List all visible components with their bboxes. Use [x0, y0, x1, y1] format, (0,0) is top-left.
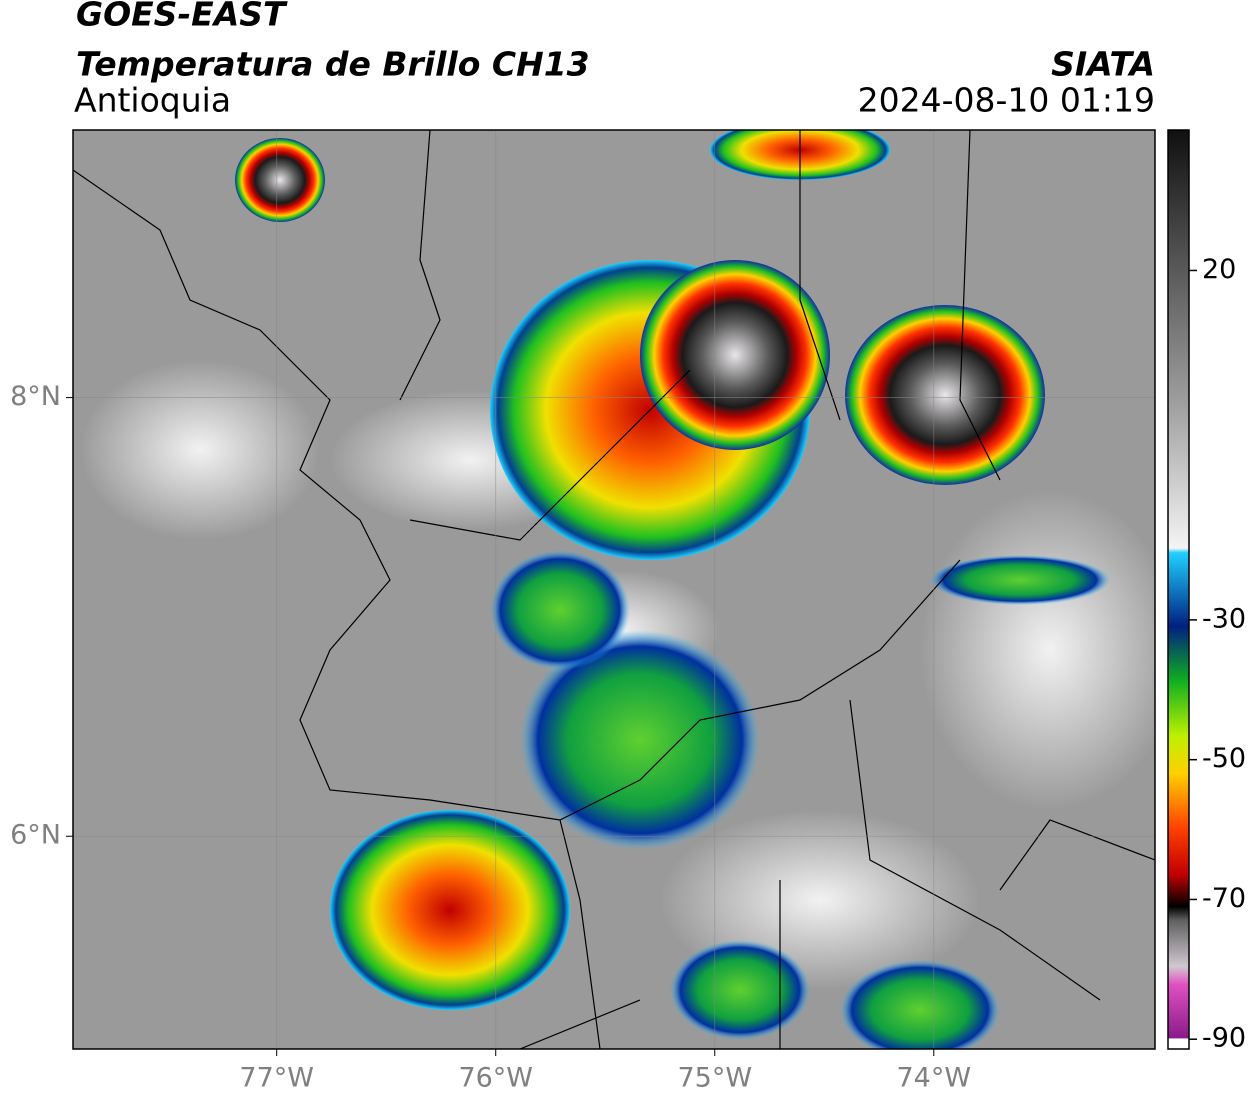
- storm: [845, 305, 1045, 485]
- colorbar-tick-label: -70: [1202, 883, 1246, 914]
- storm: [330, 810, 570, 1010]
- storm: [670, 940, 810, 1040]
- x-tick-label: 74°W: [897, 1063, 972, 1094]
- map-frame: [72, 129, 1156, 1050]
- cloud: [80, 360, 320, 540]
- title: GOES-EAST: [76, 0, 288, 34]
- colorbar: [1167, 129, 1190, 1050]
- storm: [235, 138, 325, 222]
- datetime: 2024-08-10 01:19: [858, 81, 1155, 120]
- storm: [520, 630, 760, 850]
- y-tick-label: 8°N: [10, 381, 61, 412]
- colorbar-tick-label: -50: [1202, 743, 1246, 774]
- region: Antioquia: [74, 81, 231, 120]
- storm: [490, 550, 630, 670]
- colorbar-tick-label: 20: [1202, 254, 1236, 285]
- subtitle: Temperatura de Brillo CH13: [76, 45, 590, 84]
- borders: [73, 130, 1155, 1049]
- storm: [930, 555, 1110, 605]
- colorbar-tick-label: -90: [1202, 1023, 1246, 1054]
- storm: [840, 960, 1000, 1049]
- cloud: [920, 490, 1155, 810]
- y-tick-label: 6°N: [10, 820, 61, 851]
- x-tick-label: 76°W: [458, 1063, 533, 1094]
- storm: [640, 260, 830, 450]
- x-tick-label: 77°W: [239, 1063, 314, 1094]
- x-tick-label: 75°W: [677, 1063, 752, 1094]
- colorbar-tick-label: -30: [1202, 603, 1246, 634]
- imagery: [73, 130, 1155, 1049]
- source: SIATA: [1051, 45, 1155, 84]
